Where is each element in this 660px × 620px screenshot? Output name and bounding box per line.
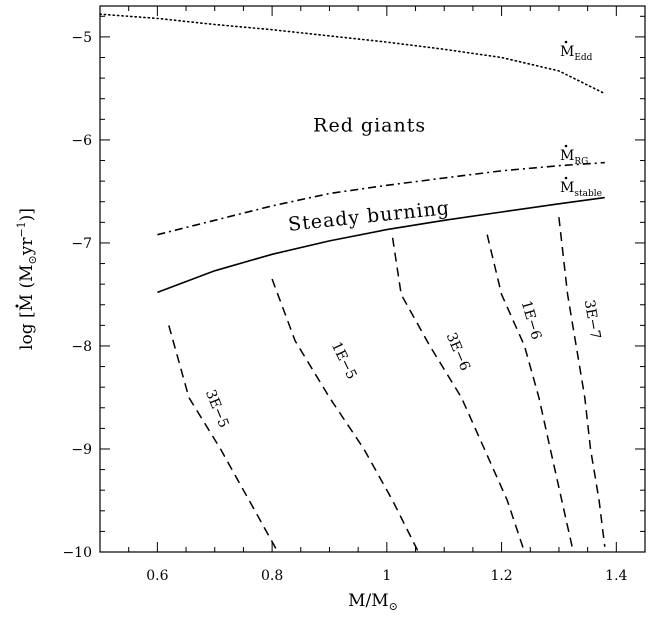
region-label-red-giants: Red giants bbox=[313, 115, 426, 137]
curve-label: 1E−6 bbox=[518, 299, 544, 342]
mdot-dot bbox=[564, 40, 568, 44]
curve-3 bbox=[486, 234, 575, 553]
curve-1 bbox=[271, 278, 420, 553]
svg-text:log [M (M⊙yr−1)]: log [M (M⊙yr−1)] bbox=[15, 208, 39, 350]
y-axis-mdot-dot bbox=[15, 304, 19, 308]
curve-label-bg bbox=[581, 298, 604, 341]
axis-tick-labels: 0.6 0.8 1 1.2 1.4 −10 −9 −8 −7 −6 −5 bbox=[62, 30, 627, 584]
region-label-steady-burning: Steady burning bbox=[287, 197, 451, 236]
curve-label-group: 3E−5 bbox=[202, 387, 232, 430]
boundary-label-rg: MRG bbox=[560, 148, 588, 167]
curve-label-bg bbox=[202, 387, 232, 431]
y-tick-label: −6 bbox=[71, 133, 92, 149]
y-tick-label: −10 bbox=[62, 545, 92, 561]
mdot-dot bbox=[564, 144, 568, 148]
curve-label-group: 1E−5 bbox=[328, 339, 360, 382]
x-tick-label: 0.6 bbox=[146, 568, 168, 584]
curve-label: 1E−5 bbox=[328, 339, 360, 382]
data-lines bbox=[99, 13, 606, 553]
curve-label-group: 3E−6 bbox=[443, 330, 473, 373]
x-axis-title: M/M⊙ bbox=[348, 591, 398, 613]
curve-label-bg bbox=[328, 339, 360, 382]
curve-label-bg bbox=[443, 330, 473, 373]
boundary-line-stable bbox=[157, 196, 605, 294]
curve-label: 3E−6 bbox=[443, 330, 473, 373]
y-tick-label: −7 bbox=[71, 236, 92, 252]
boundary-label-stable: Mstable bbox=[560, 180, 602, 199]
boundary-line-rg bbox=[157, 161, 605, 236]
curve-label-group: 1E−6 bbox=[518, 298, 545, 342]
curve-label-group: 3E−7 bbox=[581, 298, 604, 340]
plot-frame bbox=[99, 5, 646, 553]
region-label-red-giants-group: Red giants bbox=[313, 115, 426, 137]
axis-ticks bbox=[99, 6, 646, 553]
x-tick-label: 1.2 bbox=[490, 568, 512, 584]
mdot-dot bbox=[564, 176, 568, 180]
boundary-label-edd: MEdd bbox=[560, 44, 593, 63]
x-tick-label: 0.8 bbox=[261, 568, 283, 584]
data-labels: MEdd MRG Mstable 3E−5 1E−5 3E−6 1E−6 3E−7 Red gi… bbox=[202, 40, 604, 430]
y-tick-label: −5 bbox=[71, 30, 92, 46]
curve-4 bbox=[558, 217, 606, 547]
curve-label-bg bbox=[518, 298, 545, 342]
curve-0 bbox=[168, 325, 279, 553]
y-tick-label: −9 bbox=[71, 442, 92, 458]
region-label-steady-burning-group: Steady burning bbox=[287, 197, 451, 236]
boundary-line-edd bbox=[99, 13, 606, 95]
y-tick-label: −8 bbox=[71, 339, 92, 355]
y-axis-title: log [M (M⊙yr−1)] bbox=[15, 208, 39, 350]
curve-2 bbox=[391, 237, 526, 553]
curve-label: 3E−5 bbox=[202, 387, 232, 430]
curve-label: 3E−7 bbox=[581, 299, 604, 341]
x-tick-label: 1 bbox=[382, 568, 391, 584]
x-tick-label: 1.4 bbox=[605, 568, 627, 584]
